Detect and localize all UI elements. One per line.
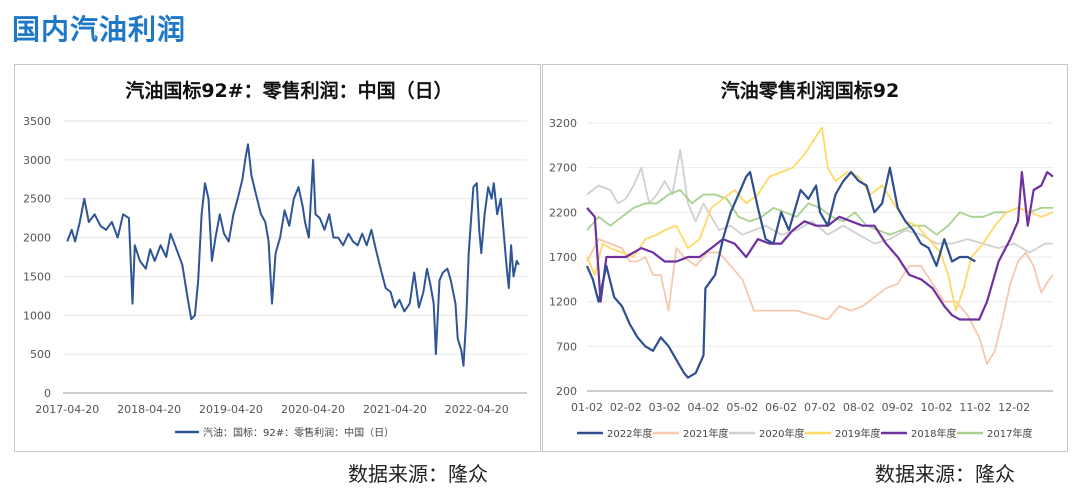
x-tick-label: 10-02 xyxy=(921,401,953,414)
series-line xyxy=(586,238,1054,366)
y-tick-label: 1200 xyxy=(549,296,577,309)
x-tick-label: 05-02 xyxy=(726,401,758,414)
y-tick-label: 3000 xyxy=(23,154,51,167)
legend-label: 2018年度 xyxy=(911,427,956,440)
chart-panel-right: 汽油零售利润国标92 200 700 1200 1700 2200 2700 3200 01-0… xyxy=(542,64,1068,452)
chart-title: 汽油国标92#：零售利润：中国（日） xyxy=(125,79,452,102)
chart-panel-left: 汽油国标92#：零售利润：中国（日） 0 500 1000 1500 2000 2500 30… xyxy=(14,64,541,452)
x-tick-label: 03-02 xyxy=(649,401,681,414)
series-line xyxy=(585,166,976,379)
chart-title: 汽油零售利润国标92 xyxy=(721,79,899,102)
y-tick-label: 1000 xyxy=(23,309,51,322)
x-tick-label: 07-02 xyxy=(804,401,836,414)
y-tick-label: 0 xyxy=(44,387,51,400)
x-tick-label: 02-02 xyxy=(610,401,642,414)
x-tick-label: 12-02 xyxy=(998,401,1030,414)
legend-label: 2022年度 xyxy=(607,427,652,440)
y-tick-label: 500 xyxy=(30,348,51,361)
x-tick-label: 2021-04-20 xyxy=(363,403,427,416)
y-tick-label: 1700 xyxy=(549,251,577,264)
y-tick-label: 1500 xyxy=(23,270,51,283)
x-tick-label: 11-02 xyxy=(959,401,991,414)
legend: 汽油：国标：92#：零售利润：中国（日） xyxy=(175,426,394,439)
x-tick-label: 06-02 xyxy=(765,401,797,414)
legend-label: 2021年度 xyxy=(683,427,728,440)
y-tick-label: 3500 xyxy=(23,115,51,128)
legend: 2022年度 2021年度 2020年度 2019年度 2018年度 2017年度 xyxy=(577,427,1032,440)
x-tick-label: 2020-04-20 xyxy=(281,403,345,416)
legend-label: 汽油：国标：92#：零售利润：中国（日） xyxy=(203,426,394,439)
y-tick-label: 3200 xyxy=(549,117,577,130)
x-tick-label: 08-02 xyxy=(843,401,875,414)
source-note-left: 数据来源：隆众 xyxy=(348,462,488,486)
y-tick-label: 2000 xyxy=(23,232,51,245)
legend-label: 2019年度 xyxy=(835,427,880,440)
x-tick-label: 04-02 xyxy=(688,401,720,414)
y-tick-label: 200 xyxy=(556,385,577,398)
page-title: 国内汽油利润 xyxy=(12,13,187,46)
y-tick-label: 2700 xyxy=(549,162,577,175)
legend-label: 2020年度 xyxy=(759,427,804,440)
legend-label: 2017年度 xyxy=(987,427,1032,440)
x-tick-label: 2017-04-20 xyxy=(35,403,99,416)
chart-right: 汽油零售利润国标92 200 700 1200 1700 2200 2700 3200 01-0… xyxy=(549,79,1054,440)
source-note-right: 数据来源：隆众 xyxy=(875,462,1015,486)
series-line xyxy=(586,126,1054,312)
x-tick-label: 2022-04-20 xyxy=(445,403,509,416)
y-tick-label: 2200 xyxy=(549,206,577,219)
chart-left: 汽油国标92#：零售利润：中国（日） 0 500 1000 1500 2000 2500 30… xyxy=(23,79,527,439)
series-line xyxy=(586,148,1053,254)
x-tick-label: 2019-04-20 xyxy=(199,403,263,416)
y-tick-label: 2500 xyxy=(23,193,51,206)
series-line xyxy=(66,143,520,367)
series-line xyxy=(586,171,1054,321)
x-tick-label: 2018-04-20 xyxy=(117,403,181,416)
x-tick-label: 09-02 xyxy=(882,401,914,414)
y-tick-label: 700 xyxy=(556,340,577,353)
x-tick-label: 01-02 xyxy=(571,401,603,414)
